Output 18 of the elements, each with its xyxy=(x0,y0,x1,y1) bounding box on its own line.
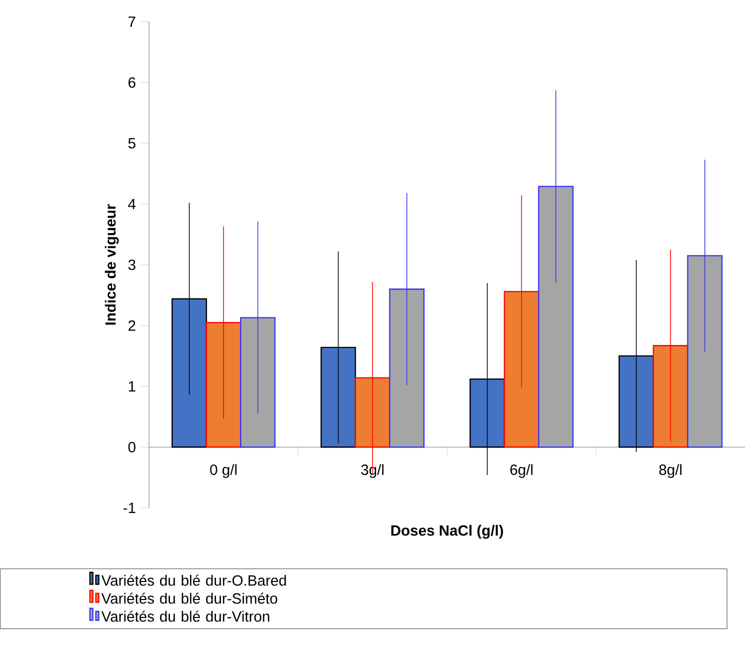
x-axis-title: Doses NaCl (g/l) xyxy=(391,524,504,539)
y-axis-title: Indice de vigueur xyxy=(104,204,119,324)
y-tick-label: 1 xyxy=(128,381,136,392)
x-tick-label: 8g/l xyxy=(659,464,682,478)
y-tick-label: 7 xyxy=(128,16,136,27)
y-tick-label: 5 xyxy=(128,138,136,148)
y-tick-label: 0 xyxy=(128,442,136,452)
y-tick-label: 3 xyxy=(128,259,136,270)
y-tick-label: -1 xyxy=(123,502,136,513)
y-tick-label: 2 xyxy=(128,320,136,331)
x-tick-label: 6g/l xyxy=(510,464,532,478)
legend-label: Variétés du blé dur-Siméto xyxy=(101,592,278,604)
legend-label: Variétés du blé dur-O.Bared xyxy=(101,574,286,586)
y-tick-label: 4 xyxy=(128,198,136,209)
y-tick-label: 6 xyxy=(128,77,136,88)
legend-label: Variétés du blé dur-Vitron xyxy=(101,610,270,622)
x-tick-label: 3g/l xyxy=(361,464,384,478)
x-tick-label: 0 g/l xyxy=(210,464,237,478)
